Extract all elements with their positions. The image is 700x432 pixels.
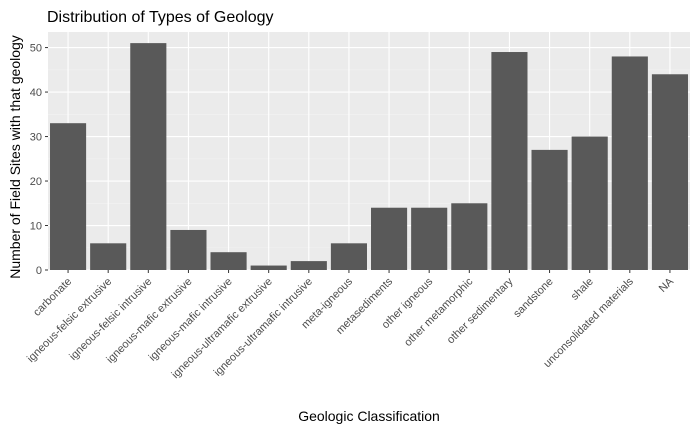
bar-other-igneous bbox=[411, 207, 448, 270]
bar-shale bbox=[571, 136, 608, 270]
bar-other-metamorphic bbox=[451, 203, 488, 270]
x-tick-label: sandstone bbox=[511, 276, 555, 320]
bar-carbonate bbox=[50, 123, 87, 270]
y-tick-label: 50 bbox=[30, 43, 42, 55]
bar-meta-igneous bbox=[330, 243, 367, 270]
bar-sandstone bbox=[531, 149, 568, 270]
y-axis-title: Number of Field Sites with that geology bbox=[7, 35, 23, 279]
bar-igneous-mafic-intrusive bbox=[210, 252, 247, 270]
y-axis: 0 10 20 30 40 50 bbox=[30, 43, 48, 277]
bar-igneous-felsic-intrusive bbox=[130, 43, 167, 271]
bars bbox=[50, 43, 688, 271]
bar-igneous-felsic-extrusive bbox=[90, 243, 127, 270]
y-tick-label: 0 bbox=[36, 265, 42, 277]
x-tick-label: other metamorphic bbox=[402, 275, 476, 349]
bar-na bbox=[651, 74, 688, 270]
y-tick-label: 20 bbox=[30, 176, 42, 188]
x-tick-label: carbonate bbox=[31, 276, 74, 319]
x-axis-title: Geologic Classification bbox=[298, 408, 440, 424]
bar-igneous-ultramafic-intrusive bbox=[290, 261, 327, 270]
x-tick-label: NA bbox=[657, 275, 677, 295]
y-tick-label: 10 bbox=[30, 221, 42, 233]
bar-igneous-mafic-extrusive bbox=[170, 229, 207, 270]
y-tick-label: 30 bbox=[30, 132, 42, 144]
bar-igneous-ultramafic-extrusive bbox=[250, 265, 287, 270]
bar-other-sedimentary bbox=[491, 52, 528, 270]
bar-unconsolidated-materials bbox=[611, 56, 648, 271]
bar-metasediments bbox=[371, 207, 408, 270]
y-tick-label: 40 bbox=[30, 87, 42, 99]
x-tick-label: shale bbox=[569, 276, 596, 303]
chart-title: Distribution of Types of Geology bbox=[47, 9, 274, 26]
